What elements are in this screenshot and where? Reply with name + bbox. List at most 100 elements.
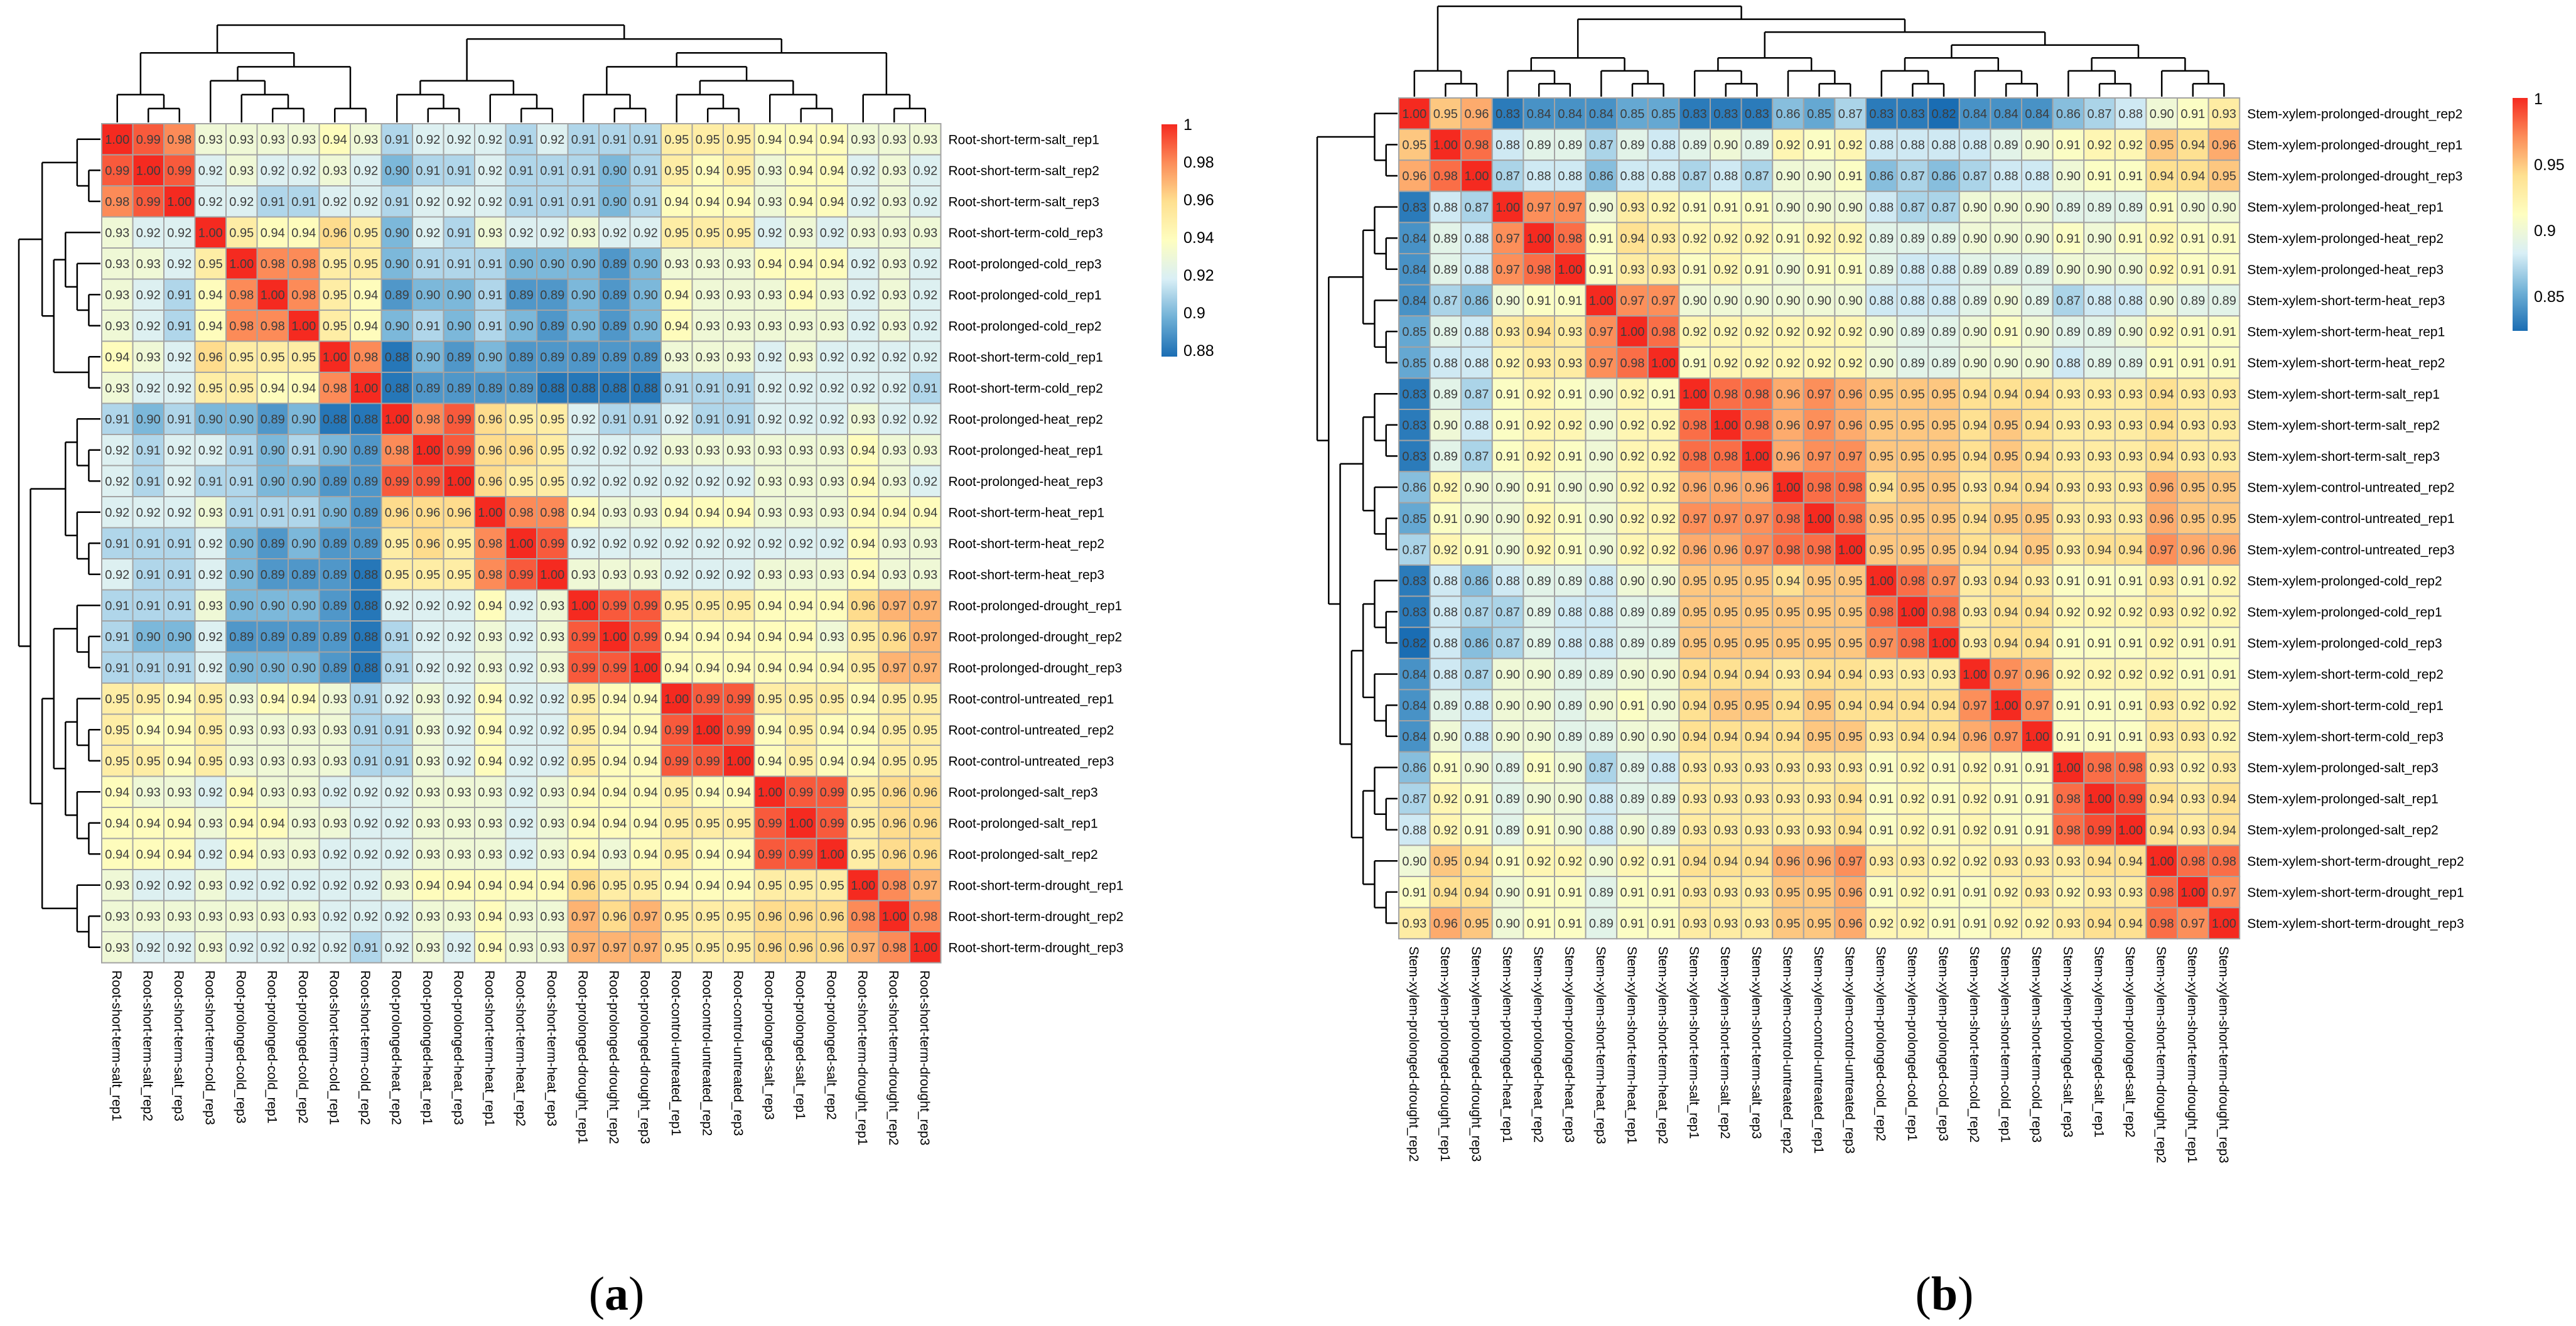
- heatmap-cell: [909, 589, 942, 622]
- cell-value-label: 0.99: [726, 693, 751, 706]
- cell-value-label: 0.90: [1994, 232, 2018, 245]
- cell-value-label: 0.91: [2088, 574, 2112, 588]
- cell-value-label: 0.91: [2088, 730, 2112, 744]
- cell-value-label: 0.92: [664, 412, 689, 426]
- cell-value-label: 0.89: [1495, 824, 1520, 838]
- cell-value-label: 1.00: [1807, 512, 1831, 526]
- heatmap-cell: [256, 807, 289, 839]
- cell-value-label: 0.88: [353, 661, 378, 675]
- heatmap-cell: [163, 527, 196, 559]
- cell-value-label: 0.89: [540, 288, 564, 302]
- cell-value-label: 0.93: [2212, 762, 2236, 775]
- column-label: Root-prolonged-heat_rep3: [451, 971, 466, 1125]
- cell-value-label: 0.94: [664, 630, 689, 644]
- cell-value-label: 0.92: [1745, 232, 1769, 245]
- cell-value-label: 0.92: [2212, 730, 2236, 744]
- cell-value-label: 0.92: [1651, 201, 1676, 215]
- heatmap-cell: [380, 372, 413, 404]
- cell-value-label: 0.90: [1994, 201, 2018, 215]
- cell-value-label: 0.96: [820, 910, 844, 924]
- cell-value-label: 1.00: [1465, 170, 1489, 183]
- cell-value-label: 0.89: [1932, 357, 1956, 370]
- cell-value-label: 0.92: [105, 444, 129, 458]
- cell-value-label: 0.90: [1683, 294, 1707, 308]
- cell-value-label: 0.95: [913, 723, 937, 737]
- cell-value-label: 0.89: [1589, 730, 1614, 744]
- cell-value-label: 0.94: [758, 723, 782, 737]
- cell-value-label: 0.94: [478, 723, 502, 737]
- heatmap-cell: [847, 185, 880, 218]
- cell-value-label: 0.85: [1651, 107, 1676, 121]
- cell-value-label: 0.93: [261, 755, 285, 768]
- cell-value-label: 0.94: [353, 320, 378, 333]
- cell-value-label: 0.92: [1900, 886, 1925, 900]
- cell-value-label: 0.90: [385, 226, 409, 240]
- row-label: Stem-xylem-prolonged-heat_rep3: [2247, 262, 2444, 277]
- cell-value-label: 0.95: [1713, 699, 1738, 713]
- column-label: Stem-xylem-short-term-salt_rep3: [1749, 946, 1764, 1139]
- cell-value-label: 0.90: [291, 661, 316, 675]
- cell-value-label: 0.92: [820, 350, 844, 364]
- cell-value-label: 0.93: [913, 537, 937, 551]
- cell-value-label: 0.92: [1932, 854, 1956, 868]
- cell-value-label: 0.91: [229, 475, 254, 488]
- cell-value-label: 0.92: [198, 444, 223, 458]
- heatmap-cell: [505, 434, 537, 466]
- cell-value-label: 0.93: [913, 226, 937, 240]
- cell-value-label: 0.94: [664, 879, 689, 893]
- cell-value-label: 0.97: [633, 941, 658, 955]
- cell-value-label: 0.92: [1807, 357, 1831, 370]
- heatmap-cell: [567, 216, 600, 249]
- cell-value-label: 0.91: [1994, 792, 2018, 806]
- cell-value-label: 0.93: [1963, 481, 1987, 495]
- heatmap-cell: [443, 713, 475, 746]
- cell-value-label: 0.96: [1402, 170, 1426, 183]
- cell-value-label: 0.95: [2212, 481, 2236, 495]
- cell-value-label: 0.90: [1869, 357, 1894, 370]
- cell-value-label: 0.98: [1776, 543, 1801, 557]
- cell-value-label: 0.96: [602, 910, 627, 924]
- cell-value-label: 0.94: [2150, 792, 2174, 806]
- heatmap-cell: [318, 434, 351, 466]
- cell-value-label: 0.93: [198, 599, 223, 613]
- heatmap-cell: [132, 496, 164, 529]
- heatmap-cell: [350, 869, 382, 902]
- heatmap-cell: [660, 185, 693, 218]
- cell-value-label: 0.91: [1527, 824, 1551, 838]
- heatmap-cell: [723, 620, 755, 653]
- cell-value-label: 0.98: [323, 382, 347, 396]
- cell-value-label: 0.98: [913, 910, 937, 924]
- column-label: Stem-xylem-short-term-heat_rep2: [1656, 946, 1670, 1144]
- row-label: Stem-xylem-prolonged-cold_rep2: [2247, 574, 2442, 588]
- cell-value-label: 0.93: [696, 288, 720, 302]
- cell-value-label: 0.90: [1495, 481, 1520, 495]
- cell-value-label: 0.95: [1838, 730, 1863, 744]
- row-label: Stem-xylem-prolonged-cold_rep3: [2247, 637, 2442, 651]
- cell-value-label: 0.92: [820, 382, 844, 396]
- cell-value-label: 0.93: [261, 723, 285, 737]
- heatmap-cell: [474, 465, 507, 497]
- cell-value-label: 0.91: [726, 412, 751, 426]
- cell-value-label: 0.94: [2025, 450, 2049, 464]
- cell-value-label: 0.93: [2118, 419, 2143, 433]
- cell-value-label: 0.90: [1558, 792, 1582, 806]
- cell-value-label: 0.90: [1807, 201, 1831, 215]
- cell-value-label: 0.99: [385, 475, 409, 488]
- cell-value-label: 0.89: [1932, 325, 1956, 339]
- heatmap-cell: [660, 713, 693, 746]
- cell-value-label: 0.87: [1433, 294, 1458, 308]
- cell-value-label: 0.95: [1465, 917, 1489, 931]
- cell-value-label: 0.90: [1776, 263, 1801, 277]
- heatmap-cell: [288, 402, 320, 435]
- cell-value-label: 0.93: [1745, 762, 1769, 775]
- heatmap-cell: [598, 402, 631, 435]
- heatmap-cell: [660, 838, 693, 870]
- cell-value-label: 0.91: [385, 630, 409, 644]
- heatmap-cell: [909, 775, 942, 808]
- cell-value-label: 0.93: [323, 755, 347, 768]
- heatmap-cell: [350, 402, 382, 435]
- heatmap-cell: [567, 838, 600, 870]
- cell-value-label: 0.92: [509, 693, 534, 706]
- heatmap-cell: [723, 651, 755, 684]
- cell-value-label: 0.94: [726, 879, 751, 893]
